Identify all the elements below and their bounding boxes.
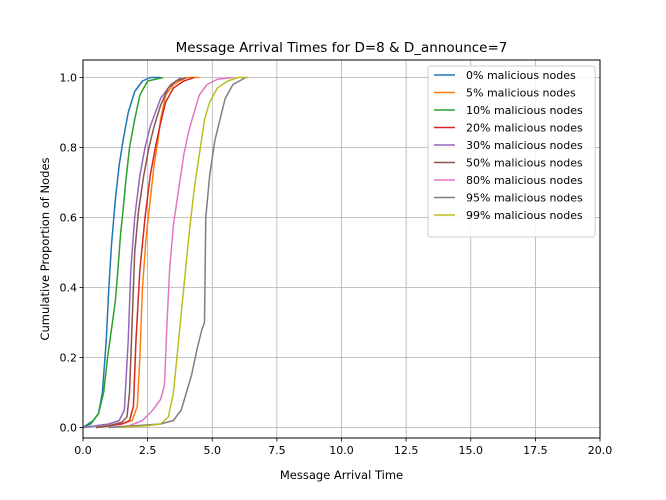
legend: 0% malicious nodes 5% malicious nodes 10% … <box>427 65 596 238</box>
series-line-3 <box>95 76 195 429</box>
series-line-2 <box>82 76 164 429</box>
x-tick-label: 10.0 <box>329 444 354 457</box>
x-tick-label: 7.5 <box>268 444 286 457</box>
series-line-7 <box>108 76 247 429</box>
y-tick-label: 1.0 <box>60 72 78 85</box>
x-tick-label: 20.0 <box>588 444 613 457</box>
ticks: 0.0 2.5 5.0 7.5 10.0 12.5 15.0 17.5 20.0 0.0 0.2 0.… <box>60 72 613 458</box>
y-tick-label: 0.6 <box>60 212 78 225</box>
series-line-8 <box>121 76 249 429</box>
series-line-6 <box>108 76 234 429</box>
y-axis-label: Cumulative Proportion of Nodes <box>38 157 52 340</box>
legend-label: 99% malicious nodes <box>466 209 583 222</box>
series-line-4 <box>82 76 182 429</box>
x-tick-label: 15.0 <box>459 444 484 457</box>
y-tick-label: 0.8 <box>60 142 78 155</box>
legend-label: 80% malicious nodes <box>466 174 583 187</box>
x-axis-label: Message Arrival Time <box>280 468 403 482</box>
x-tick-label: 5.0 <box>204 444 222 457</box>
y-tick-label: 0.0 <box>60 422 78 435</box>
x-tick-label: 12.5 <box>394 444 419 457</box>
legend-label: 30% malicious nodes <box>466 139 583 152</box>
y-tick-label: 0.4 <box>60 282 78 295</box>
legend-label: 10% malicious nodes <box>466 104 583 117</box>
legend-label: 20% malicious nodes <box>466 122 583 135</box>
x-tick-label: 2.5 <box>139 444 157 457</box>
series-group <box>82 76 249 429</box>
legend-label: 50% malicious nodes <box>466 157 583 170</box>
legend-box <box>427 65 596 238</box>
legend-label: 5% malicious nodes <box>466 87 576 100</box>
y-tick-label: 0.2 <box>60 352 78 365</box>
x-tick-label: 17.5 <box>523 444 548 457</box>
legend-label: 95% malicious nodes <box>466 192 583 205</box>
x-tick-label: 0.0 <box>74 444 92 457</box>
series-line-5 <box>95 76 187 429</box>
chart-title: Message Arrival Times for D=8 & D_announ… <box>176 40 508 56</box>
legend-label: 0% malicious nodes <box>466 69 576 82</box>
